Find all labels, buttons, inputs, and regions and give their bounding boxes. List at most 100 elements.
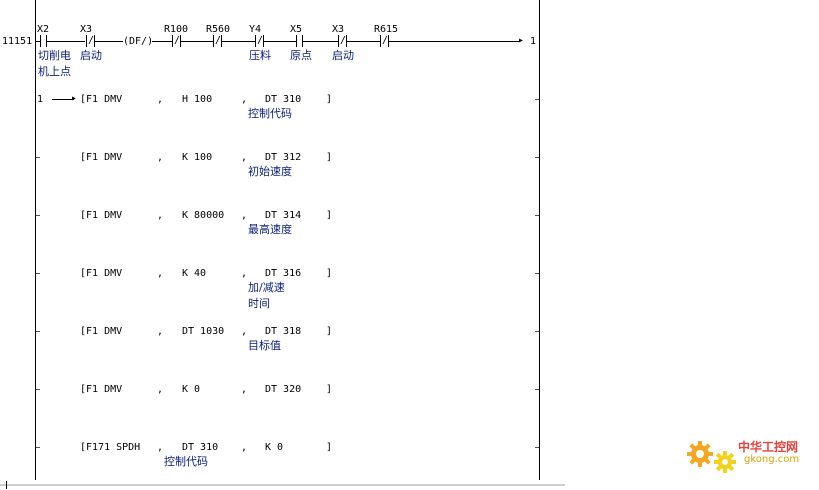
rung-line-number: 11151 [2,36,33,47]
rail-tick [36,273,40,274]
nc-slash: / [257,35,264,46]
rung-wire [222,41,255,42]
rung-wire [95,41,123,42]
horizontal-scrollbar[interactable] [0,484,565,486]
instruction-close: ] [326,442,333,453]
instruction-close: ] [326,268,333,279]
contact-label-r615: R615 [374,24,399,35]
instruction-operand-dest: DT 320 [265,384,302,395]
instruction-close: ] [326,94,333,105]
instruction-op: [F1 DMV [80,210,123,221]
instruction-operand-source: DT 1030 [182,326,225,337]
instruction-close: ] [326,326,333,337]
contact-r560-right [221,35,222,47]
rail-tick [535,157,539,158]
instruction-sep: , [241,268,248,279]
scrollbar-caret [6,481,7,489]
instruction-op: [F1 DMV [80,152,123,163]
instruction-operand-dest: DT 314 [265,210,302,221]
contact-label-r560: R560 [206,24,231,35]
operand-comment: 目标值 [248,339,281,352]
instruction-operand-source: K 100 [182,152,213,163]
instruction-sep: , [157,326,164,337]
nc-slash: / [88,35,95,46]
contact-label-x3-second: X3 [332,24,345,35]
rung-wire [264,41,296,42]
continuation-out-label: 1 [530,36,537,47]
instruction-sep: , [241,94,248,105]
operand-comment: 控制代码 [164,455,208,468]
operand-comment: 最高速度 [248,223,292,236]
contact-r615-right [388,35,389,47]
contact-label-x5: X5 [290,24,303,35]
rail-tick [535,215,539,216]
gear-icon [687,441,736,473]
rung-wire [152,41,172,42]
rail-tick [535,447,539,448]
right-power-rail [539,0,540,480]
instruction-operand-dest: K 0 [265,442,284,453]
rail-tick [36,331,40,332]
instruction-sep: , [241,442,248,453]
watermark-url: gkong.com [744,454,800,465]
rail-tick [535,273,539,274]
gkong-watermark-logo: 中华工控网 gkong.com [680,428,816,480]
contact-comment-x3-second: 启动 [332,49,354,62]
contact-comment-y4: 压料 [249,49,271,62]
instruction-operand-dest: DT 316 [265,268,302,279]
instruction-op: [F1 DMV [80,326,123,337]
rung-wire [389,41,520,42]
contact-r100-right [180,35,181,47]
rail-tick [36,447,40,448]
contact-r100-left [172,35,173,47]
contact-comment-x3: 启动 [80,49,102,62]
instruction-sep: , [157,152,164,163]
contact-x2-right [46,35,47,47]
instruction-op: [F171 SPDH [80,442,141,453]
instruction-sep: , [157,442,164,453]
contact-x3b-left [338,35,339,47]
nc-slash: / [382,35,389,46]
contact-x3b-right [346,35,347,47]
rail-tick [535,331,539,332]
instruction-operand-source: DT 310 [182,442,219,453]
nc-slash: / [174,35,181,46]
instruction-sep: , [157,94,164,105]
instruction-sep: , [157,384,164,395]
instruction-close: ] [326,152,333,163]
nc-slash: / [215,35,222,46]
contact-comment-x5: 原点 [290,49,312,62]
contact-label-x3: X3 [80,24,93,35]
rung-wire [52,99,74,100]
instruction-sep: , [241,152,248,163]
contact-label-x2: X2 [37,24,50,35]
rail-tick [36,389,40,390]
instruction-operand-source: H 100 [182,94,213,105]
rail-tick [535,99,539,100]
instruction-operand-source: K 0 [182,384,201,395]
rung-wire [303,41,338,42]
instruction-sep: , [241,210,248,221]
contact-y4-left [255,35,256,47]
nc-slash: / [340,35,347,46]
rail-tick [36,215,40,216]
contact-x5-right [302,35,303,47]
instruction-operand-source: K 80000 [182,210,225,221]
contact-label-y4: Y4 [249,24,262,35]
operand-comment: 控制代码 [248,107,292,120]
contact-r560-left [213,35,214,47]
edge-detect-df: (DF/) [123,36,154,48]
instruction-sep: , [157,268,164,279]
contact-x2-left [40,35,41,47]
instruction-op: [F1 DMV [80,94,123,105]
arrow-right-icon: ▸ [71,93,78,104]
watermark-brand: 中华工控网 [738,440,799,454]
instruction-sep: , [241,384,248,395]
instruction-op: [F1 DMV [80,268,123,279]
instruction-operand-dest: DT 318 [265,326,302,337]
rail-tick [535,389,539,390]
instruction-operand-dest: DT 310 [265,94,302,105]
contact-comment-x2: 切削电机上点 [38,49,71,78]
instruction-close: ] [326,384,333,395]
arrow-right-icon: ▸ [518,35,525,46]
